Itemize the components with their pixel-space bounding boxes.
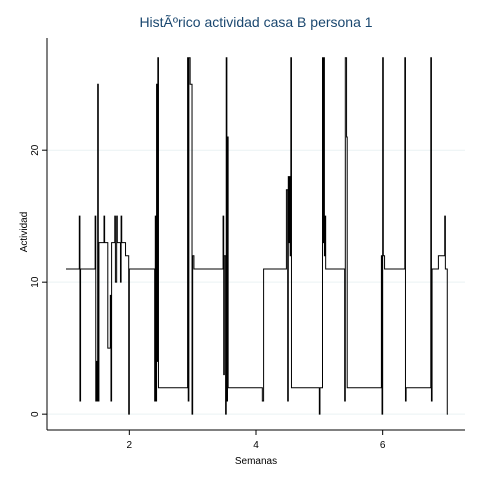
axis-layer: 0 10 20 2 4 6 [30,38,465,451]
series-line-0 [66,57,448,415]
x-tick-label-0: 2 [127,440,133,451]
series-layer [66,57,448,415]
x-axis-label: Semanas [235,456,277,467]
x-tick-label-1: 4 [253,440,259,451]
y-tick-label-2: 20 [30,144,41,156]
chart-title: HistÃºrico actividad casa B persona 1 [139,14,372,30]
y-tick-label-1: 10 [30,276,41,288]
y-tick-label-0: 0 [30,411,41,417]
y-axis-label: Actividad [19,212,30,253]
x-tick-label-2: 6 [380,440,386,451]
